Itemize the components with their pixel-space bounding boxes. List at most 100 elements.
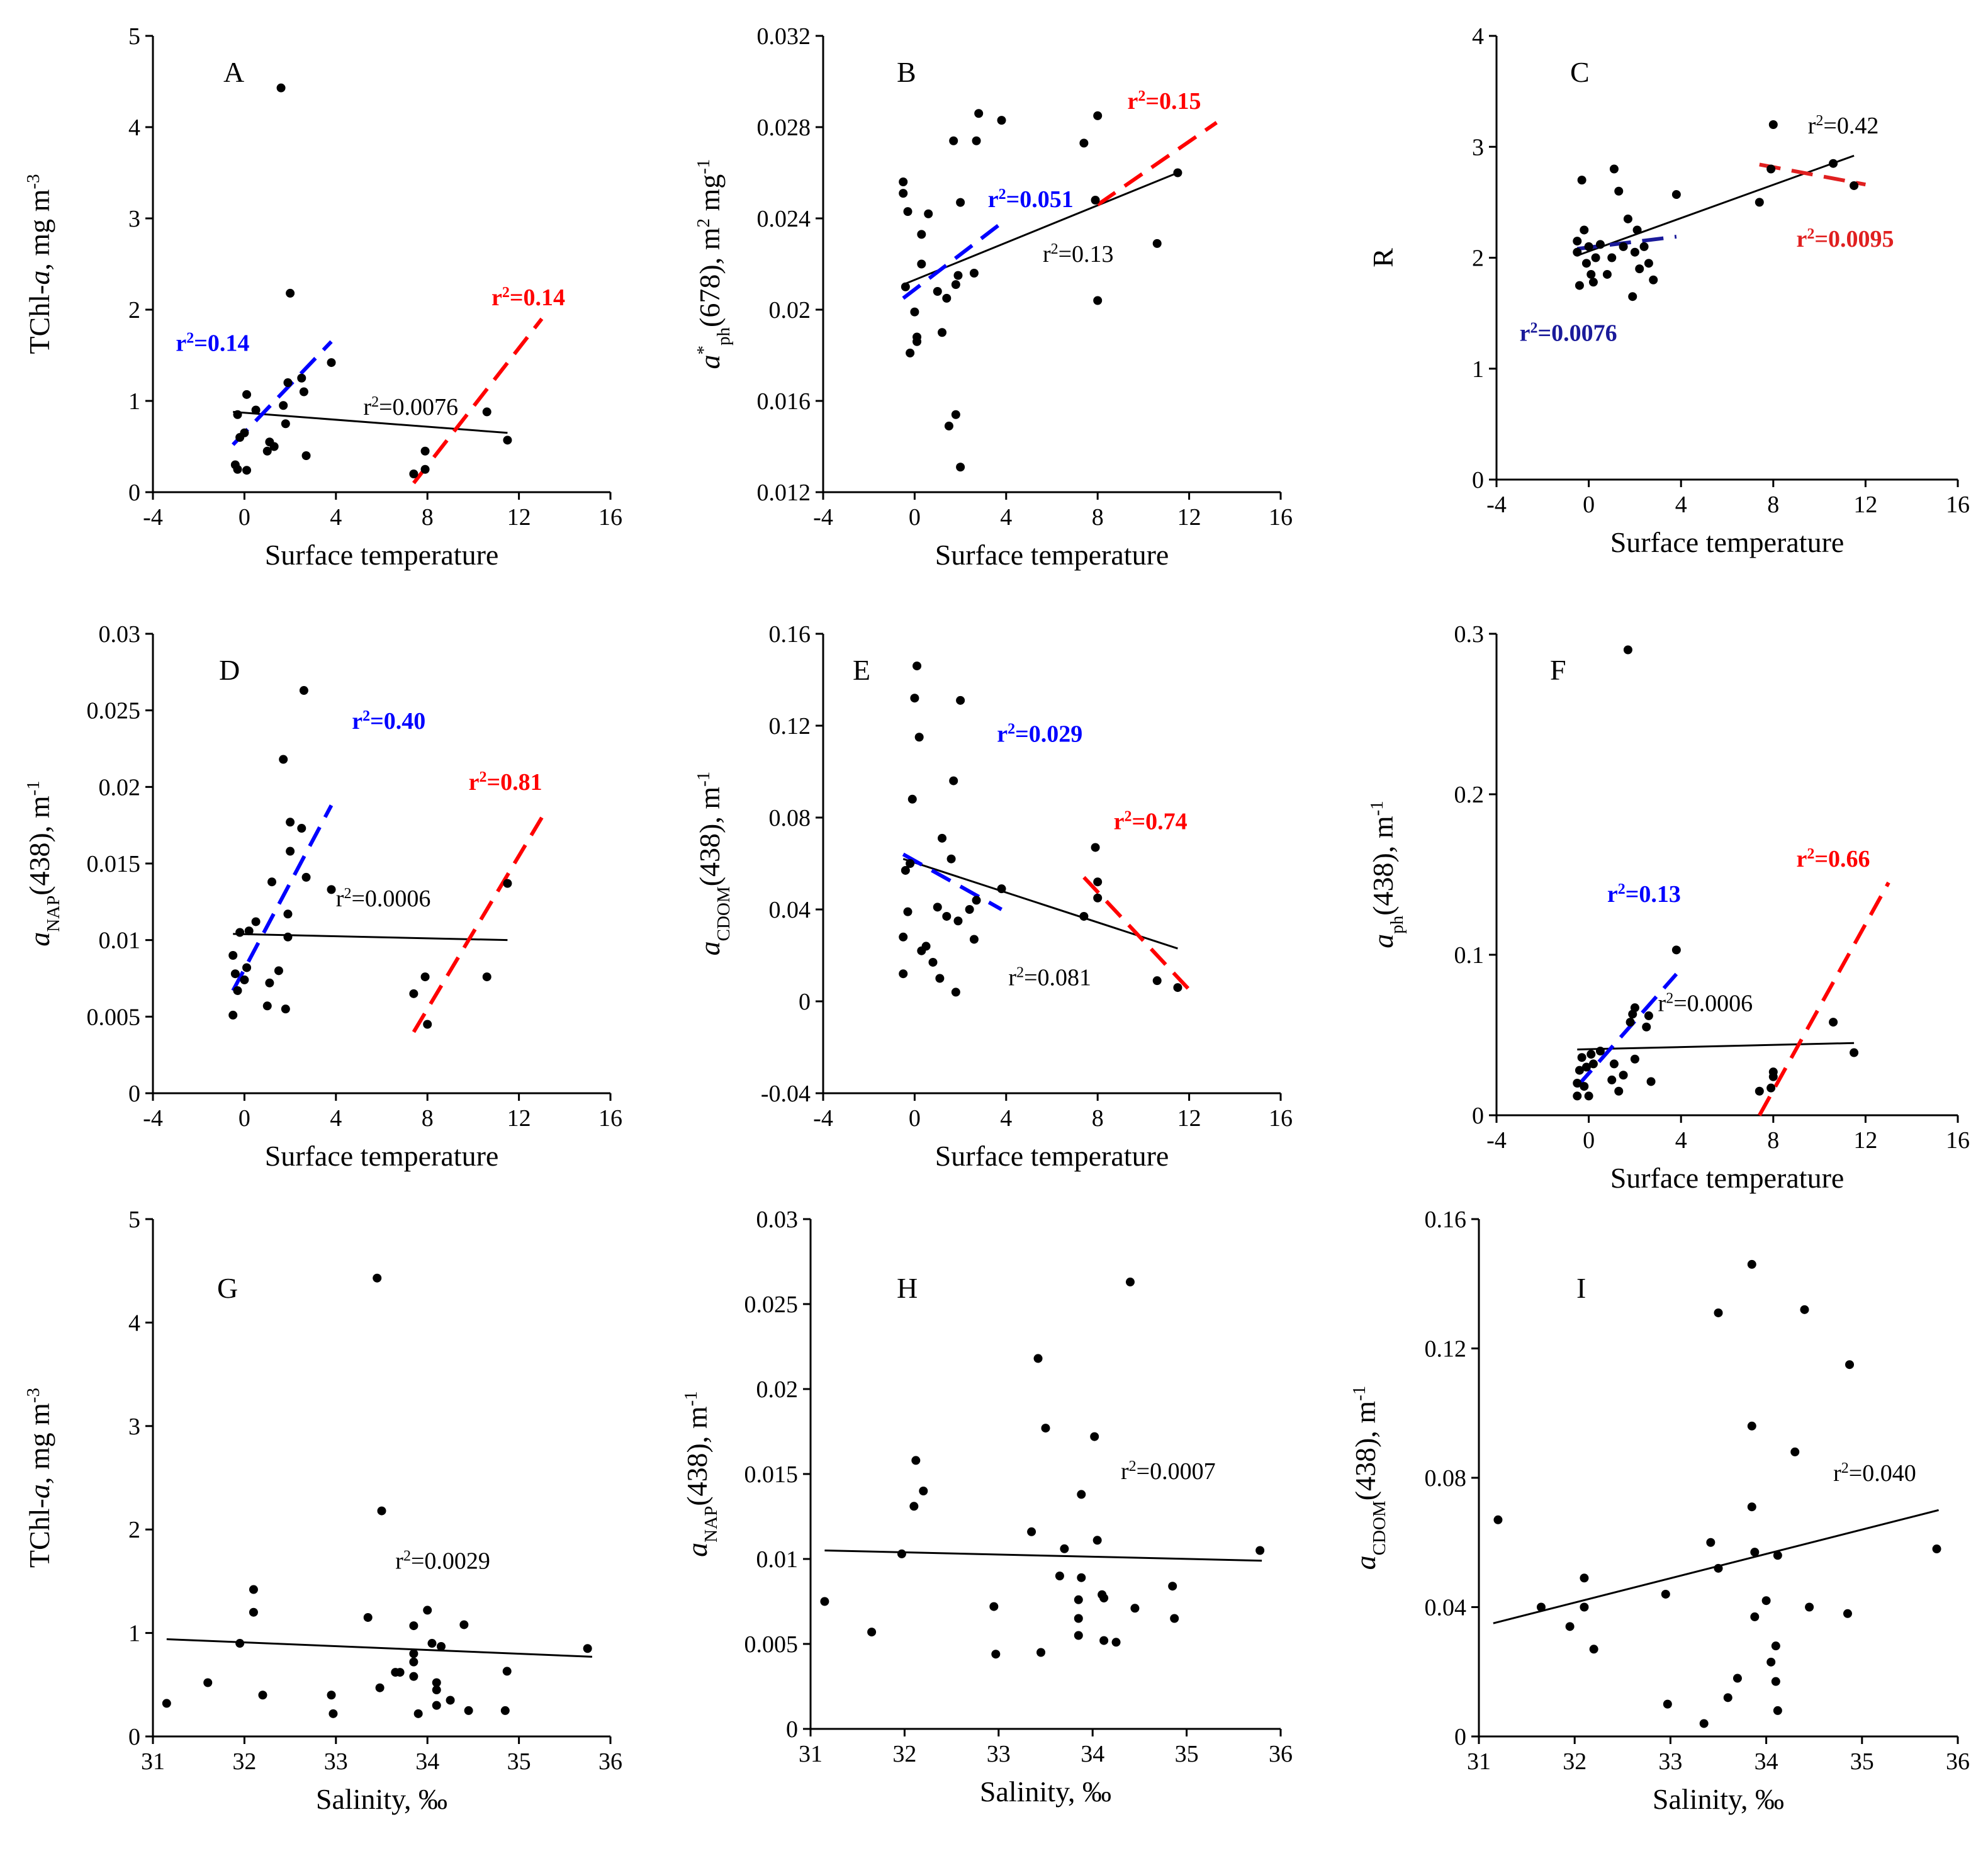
x-axis-label: Surface temperature: [1610, 1162, 1845, 1194]
panel-label: D: [219, 654, 240, 686]
fit-line-cold: [232, 340, 333, 446]
data-point: [276, 83, 286, 93]
r2-label-cold: r2=0.0076: [1520, 320, 1617, 347]
panel-label: H: [897, 1272, 918, 1304]
data-point: [1586, 269, 1596, 279]
data-point: [917, 230, 926, 239]
data-point: [286, 818, 295, 827]
data-point: [162, 1699, 171, 1708]
data-point: [1805, 1602, 1814, 1612]
r2-label-warm: r2=0.15: [1127, 88, 1201, 115]
r2-label-warm: r2=0.66: [1796, 846, 1870, 872]
data-point: [997, 884, 1006, 894]
x-tick-label: 0: [1583, 1127, 1595, 1154]
x-axis-label: Surface temperature: [1610, 526, 1845, 558]
data-point: [906, 859, 915, 868]
x-tick-label: 0: [1583, 492, 1595, 518]
fit-line-cold: [231, 804, 334, 992]
data-point: [1630, 247, 1639, 257]
data-point: [299, 686, 308, 695]
data-point: [1580, 1573, 1589, 1583]
r2-label-cold: r2=0.051: [988, 186, 1074, 213]
y-tick-label: 0.03: [99, 621, 141, 648]
x-tick-label: 16: [1946, 1127, 1970, 1154]
data-point: [1671, 945, 1681, 955]
data-point: [423, 1606, 432, 1615]
fit-line-warm: [1096, 121, 1218, 206]
data-point: [1077, 1573, 1086, 1582]
data-point: [1575, 281, 1584, 290]
x-tick-label: 8: [1092, 504, 1104, 531]
data-point: [279, 401, 288, 410]
x-tick-label: -4: [1486, 1127, 1507, 1154]
data-point: [420, 464, 430, 474]
data-point: [910, 307, 919, 317]
x-axis-label: Salinity, ‰: [316, 1783, 447, 1815]
x-tick-label: 12: [507, 504, 531, 531]
data-point: [1602, 269, 1612, 279]
r2-label-all: r2=0.0006: [336, 886, 431, 912]
data-point: [1577, 176, 1586, 185]
data-point: [242, 390, 252, 399]
data-point: [1027, 1527, 1036, 1536]
data-point: [1033, 1354, 1043, 1363]
data-point: [1750, 1548, 1760, 1557]
data-point: [482, 407, 491, 417]
data-point: [914, 733, 924, 742]
y-tick-label: 0: [128, 480, 140, 506]
data-point: [1845, 1360, 1855, 1370]
x-tick-label: 0: [239, 1105, 250, 1132]
data-point: [933, 903, 942, 912]
y-axis-label: a*ph(678), m2 mg-1: [694, 159, 734, 369]
data-point: [951, 410, 960, 419]
data-point: [1723, 1693, 1732, 1702]
y-tick-label: 0: [1472, 1103, 1484, 1129]
data-point: [1607, 253, 1617, 262]
x-axis-label: Salinity, ‰: [980, 1775, 1111, 1808]
data-point: [1173, 168, 1182, 177]
panel-d: -4 0 4 8 12 1600.0050.010.0150.020.0250.03Sur…: [23, 621, 622, 1172]
data-point: [1619, 1071, 1628, 1080]
data-point: [907, 794, 917, 804]
data-point: [1663, 1699, 1672, 1709]
fit-line-all: [1577, 1042, 1855, 1050]
y-tick-label: 0.3: [1454, 621, 1485, 648]
x-tick-label: 12: [1853, 492, 1877, 518]
data-point: [233, 986, 242, 995]
data-point: [283, 378, 293, 387]
x-tick-label: 16: [1269, 504, 1293, 531]
data-point: [1580, 1602, 1589, 1612]
x-tick-label: 8: [422, 504, 434, 531]
data-point: [1747, 1421, 1756, 1431]
data-point: [901, 865, 910, 875]
data-point: [502, 1667, 512, 1676]
x-tick-label: 34: [415, 1748, 439, 1775]
y-tick-label: 4: [128, 1310, 140, 1336]
data-point: [1714, 1308, 1723, 1317]
data-point: [1932, 1544, 1941, 1554]
data-point: [899, 189, 908, 198]
data-point: [329, 1709, 338, 1718]
data-point: [432, 1685, 441, 1695]
data-point: [297, 373, 306, 383]
y-tick-label: 0.01: [756, 1546, 799, 1573]
y-tick-label: 0.015: [744, 1461, 799, 1488]
data-point: [1771, 1641, 1780, 1651]
data-point: [1074, 1631, 1083, 1640]
x-tick-label: 16: [598, 504, 622, 531]
y-tick-label: 1: [128, 388, 140, 415]
data-point: [230, 969, 240, 979]
y-tick-label: 0.012: [757, 480, 811, 506]
y-tick-label: 0.024: [757, 206, 811, 232]
data-point: [1536, 1602, 1546, 1612]
data-point: [1768, 1067, 1778, 1077]
x-tick-label: 31: [799, 1741, 823, 1767]
data-point: [375, 1683, 385, 1692]
panel-label: E: [853, 654, 870, 686]
data-point: [327, 1691, 336, 1700]
y-tick-label: 0.005: [87, 1004, 141, 1030]
y-tick-label: 0.032: [757, 23, 811, 50]
x-axis-label: Surface temperature: [935, 1140, 1169, 1172]
data-point: [1626, 1018, 1635, 1027]
r2-label-all: r2=0.0006: [1658, 990, 1753, 1016]
